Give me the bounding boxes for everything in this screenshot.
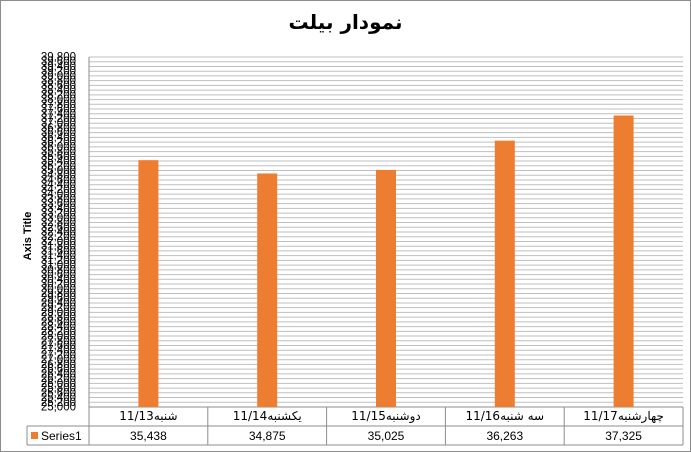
y-tick-label: 38,200 (41, 89, 76, 101)
y-tick-label: 26,200 (41, 373, 76, 385)
chart-title: نمودار بیلت (288, 10, 403, 34)
y-tick-label: 26,800 (41, 359, 76, 371)
y-tick-label: 29,400 (41, 297, 76, 309)
y-tick-label: 27,800 (41, 335, 76, 347)
y-tick-label: 37,200 (41, 113, 76, 125)
y-tick-label: 37,600 (41, 104, 76, 116)
bar (138, 160, 159, 407)
y-tick-label: 34,200 (41, 184, 76, 196)
legend-key (31, 432, 38, 439)
y-tick-label: 25,000 (41, 402, 76, 414)
y-tick-label: 25,600 (41, 387, 76, 399)
y-tick-label: 26,400 (41, 368, 76, 380)
y-tick-label: 33,800 (41, 193, 76, 205)
bar (257, 173, 278, 407)
y-tick-label: 36,400 (41, 132, 76, 144)
data-table-value: 37,325 (605, 429, 642, 443)
y-tick-label: 29,600 (41, 293, 76, 305)
y-tick-label: 39,400 (41, 61, 76, 73)
legend-series-name: Series1 (41, 429, 82, 443)
y-tick-label: 27,200 (41, 349, 76, 361)
y-tick-label: 27,000 (41, 354, 76, 366)
data-table-value: 35,438 (130, 429, 167, 443)
y-tick-label: 35,400 (41, 156, 76, 168)
y-tick-label: 28,400 (41, 321, 76, 333)
y-tick-label: 32,200 (41, 231, 76, 243)
data-table-value: 34,875 (249, 429, 286, 443)
y-tick-label: 30,200 (41, 279, 76, 291)
y-tick-label: 30,800 (41, 264, 76, 276)
data-table-value: 35,025 (368, 429, 405, 443)
y-tick-label: 36,200 (41, 137, 76, 149)
y-tick-label: 28,000 (41, 331, 76, 343)
y-tick-label: 32,400 (41, 227, 76, 239)
bar (494, 140, 515, 407)
y-tick-label: 39,200 (41, 66, 76, 78)
y-tick-label: 36,000 (41, 141, 76, 153)
y-tick-label: 31,200 (41, 255, 76, 267)
y-tick-label: 28,600 (41, 316, 76, 328)
x-category-label: دوشنبه11/15 (351, 409, 420, 424)
y-tick-label: 37,400 (41, 108, 76, 120)
y-tick-label: 31,600 (41, 245, 76, 257)
y-tick-label: 25,200 (41, 397, 76, 409)
y-tick-label: 39,600 (41, 56, 76, 68)
y-tick-label: 31,000 (41, 260, 76, 272)
y-tick-label: 28,200 (41, 326, 76, 338)
y-tick-label: 30,400 (41, 274, 76, 286)
y-tick-label: 36,800 (41, 122, 76, 134)
y-tick-label: 38,800 (41, 75, 76, 87)
x-category-label: یکشنبه11/14 (233, 409, 302, 423)
y-tick-label: 25,800 (41, 383, 76, 395)
data-table-value: 36,263 (486, 429, 523, 443)
y-tick-label: 33,400 (41, 203, 76, 215)
y-tick-label: 30,600 (41, 269, 76, 281)
y-tick-label: 29,000 (41, 307, 76, 319)
y-tick-label: 38,000 (41, 94, 76, 106)
y-tick-label: 31,800 (41, 241, 76, 253)
y-tick-label: 29,800 (41, 288, 76, 300)
y-tick-label: 32,000 (41, 236, 76, 248)
y-tick-label: 26,000 (41, 378, 76, 390)
y-tick-label: 36,600 (41, 127, 76, 139)
y-tick-label: 34,400 (41, 179, 76, 191)
y-tick-label: 37,000 (41, 118, 76, 130)
y-tick-label: 35,200 (41, 160, 76, 172)
y-tick-label: 34,000 (41, 189, 76, 201)
y-tick-label: 25,400 (41, 392, 76, 404)
y-tick-label: 39,000 (41, 70, 76, 82)
bar (613, 115, 634, 408)
y-tick-label: 34,800 (41, 170, 76, 182)
y-tick-label: 32,800 (41, 217, 76, 229)
y-tick-label: 39,800 (41, 52, 76, 64)
y-tick-label: 26,600 (41, 364, 76, 376)
x-category-label: شنبه11/13 (119, 409, 177, 423)
y-tick-label: 30,000 (41, 283, 76, 295)
x-category-label: چهارشنبه11/17 (583, 409, 664, 424)
y-tick-label: 38,600 (41, 80, 76, 92)
y-tick-label: 27,600 (41, 340, 76, 352)
bar (376, 169, 396, 407)
y-tick-label: 32,600 (41, 222, 76, 234)
y-tick-label: 33,200 (41, 208, 76, 220)
y-tick-label: 33,600 (41, 198, 76, 210)
x-category-label: سه شنبه11/16 (465, 409, 544, 423)
y-tick-label: 34,600 (41, 174, 76, 186)
y-tick-label: 28,800 (41, 312, 76, 324)
y-tick-label: 35,000 (41, 165, 76, 177)
y-tick-label: 37,800 (41, 99, 76, 111)
y-tick-label: 35,600 (41, 151, 76, 163)
y-tick-label: 31,400 (41, 250, 76, 262)
y-tick-label: 29,200 (41, 302, 76, 314)
y-tick-label: 33,000 (41, 212, 76, 224)
y-tick-label: 27,400 (41, 345, 76, 357)
y-tick-label: 35,800 (41, 146, 76, 158)
y-tick-label: 38,400 (41, 85, 76, 97)
